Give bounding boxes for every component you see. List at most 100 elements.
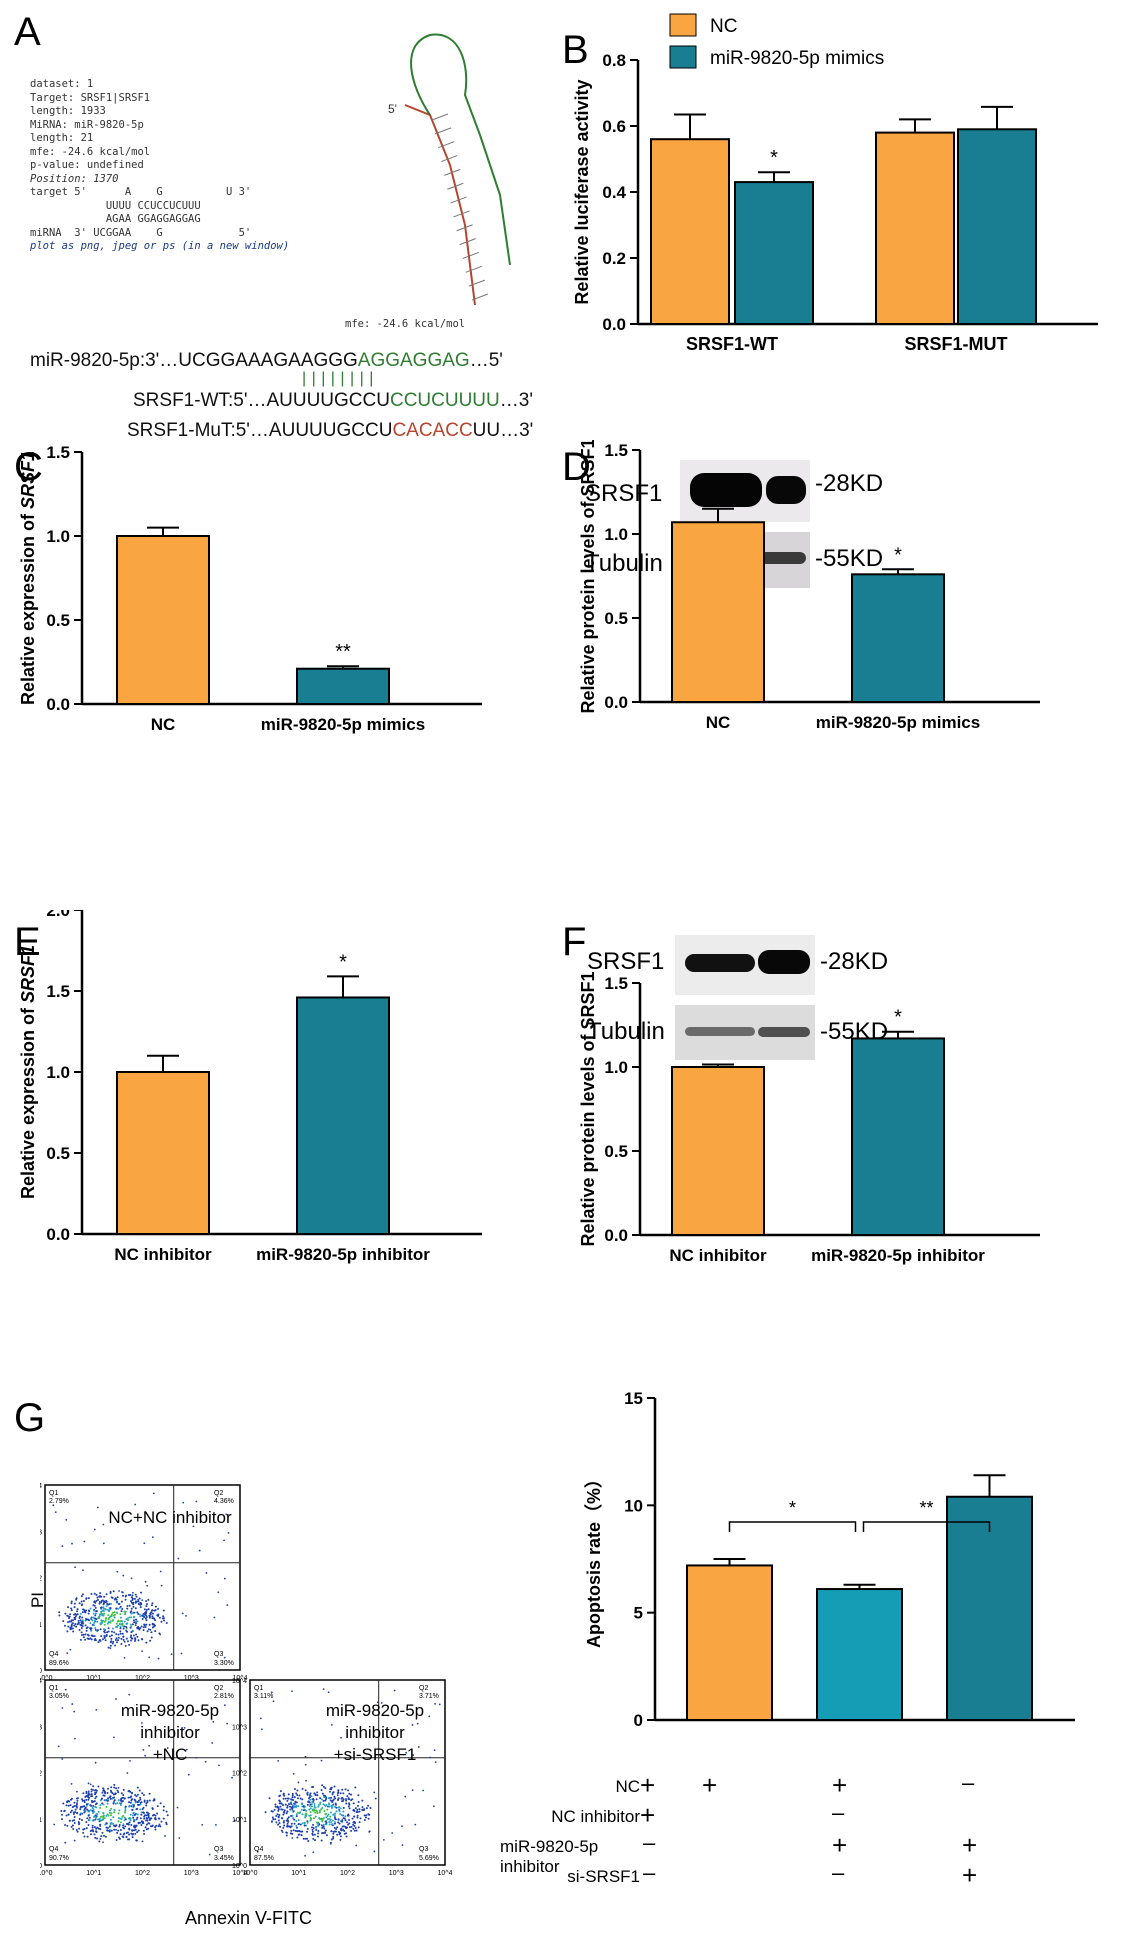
event-dot [114,1638,117,1641]
event-dot [107,1787,110,1790]
event-dot [103,1595,106,1598]
event-dot [85,1804,88,1807]
event-dot [85,1821,88,1824]
x-tick-label: 10^4 [233,1870,248,1877]
event-dot [121,1632,124,1635]
event-dot [80,1600,83,1603]
event-dot [331,1823,334,1826]
event-dot [121,1622,124,1625]
event-dot [66,1824,69,1827]
event-dot [77,1619,80,1622]
event-dot [114,1597,117,1600]
event-dot [90,1638,93,1641]
event-dot [354,1807,357,1810]
event-dot [124,1807,127,1810]
event-dot [147,1822,150,1825]
event-dot [110,1630,113,1633]
rnahybrid-line: dataset: 1 [30,78,94,90]
event-dot [293,1805,296,1808]
event-dot [367,1804,370,1807]
base-pair [441,155,458,163]
event-dot [287,1793,290,1796]
event-dot [101,1831,104,1834]
event-dot [359,1817,362,1820]
event-dot [67,1800,70,1803]
event-dot [113,1796,116,1799]
event-dot [301,1787,304,1790]
event-dot [341,1788,344,1791]
event-dot [333,1820,336,1823]
matrix-cell: – [832,1860,845,1885]
event-dot [61,1545,64,1548]
event-dot [292,1817,295,1820]
event-dot [350,1825,353,1828]
event-dot [344,1798,347,1801]
y-tick-label: 10^4 [40,1483,42,1490]
x-tick-label: 10^0 [40,1870,53,1877]
event-dot [380,1702,383,1704]
event-dot [92,1609,95,1612]
event-dot [356,1808,359,1811]
event-dot [95,1795,98,1798]
event-dot [122,1635,125,1638]
quadrant-value: 2.81% [214,1693,234,1700]
event-dot [341,1796,344,1799]
y-tick-label: 0.5 [604,609,628,628]
event-dot [165,1823,168,1826]
event-dot [134,1622,137,1625]
event-dot [91,1801,94,1804]
event-dot [330,1796,333,1799]
event-dot [129,1626,132,1629]
event-dot [141,1599,144,1602]
event-dot [304,1816,307,1819]
event-dot [324,1799,327,1802]
event-dot [58,1611,61,1614]
event-dot [317,1804,320,1807]
event-dot [294,1801,297,1804]
event-dot [152,1492,155,1495]
event-dot [113,1799,116,1802]
event-dot [102,1607,105,1610]
base-pair [450,196,467,204]
event-dot [76,1806,79,1809]
event-dot [311,1800,314,1803]
event-dot [325,1816,328,1819]
event-dot [152,1799,155,1802]
event-dot [143,1623,146,1626]
event-dot [336,1792,339,1795]
event-dot [134,1801,137,1804]
event-dot [132,1603,135,1606]
event-dot [102,1787,105,1790]
y-tick-label: 0.0 [46,1225,70,1244]
event-dot [306,1830,309,1833]
event-dot [70,1825,73,1828]
event-dot [322,1831,325,1834]
event-dot [74,1615,77,1618]
event-dot [137,1829,140,1832]
event-dot [135,1795,138,1798]
event-dot [321,1792,324,1795]
event-dot [125,1623,128,1626]
event-dot [130,1824,133,1827]
event-dot [373,1850,376,1853]
base-pair [465,265,483,273]
plot-links[interactable]: plot as png, jpeg or ps (in a new window… [30,240,290,252]
event-dot [183,1726,186,1729]
event-dot [107,1617,110,1620]
wb-d-kd-28: -28KD [815,470,884,497]
event-dot [339,1813,342,1816]
x-tick-label: 10^1 [291,1870,306,1877]
event-dot [147,1598,150,1601]
event-dot [120,1616,123,1619]
event-dot [322,1823,325,1826]
y-tick-label: 0.0 [604,1226,628,1245]
event-dot [102,1834,105,1837]
event-dot [78,1629,81,1632]
event-dot [414,1823,417,1826]
event-dot [145,1641,148,1644]
event-dot [302,1837,305,1840]
flow-body: Q12.79%Q24.36%Q33.30%Q489.6%10^010^010^1… [40,1483,453,1877]
event-dot [151,1807,154,1810]
event-dot [81,1619,84,1622]
event-dot [79,1808,82,1811]
